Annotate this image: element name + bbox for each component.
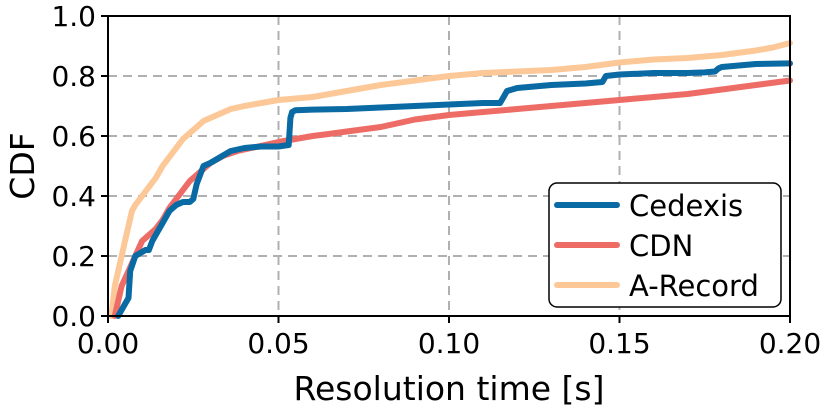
legend-label: CDN — [629, 229, 693, 263]
legend-box — [548, 182, 782, 308]
x-tick-label: 0.05 — [247, 327, 309, 360]
y-tick-label: 0.8 — [51, 60, 96, 93]
x-tick-label: 0.00 — [77, 327, 139, 360]
series-line-a-record — [108, 40, 793, 319]
x-tick-label: 0.10 — [418, 327, 480, 360]
grid-lines — [108, 16, 790, 316]
x-axis-label: Resolution time [s] — [294, 369, 605, 408]
x-tick-label: 0.15 — [588, 327, 650, 360]
axis-ticks: 0.00 0.05 0.10 0.15 0.20 0.0 0.2 0.4 0.6 0.8 1.0 — [51, 0, 821, 360]
x-tick-label: 0.20 — [759, 327, 821, 360]
y-tick-label: 0.4 — [51, 180, 96, 213]
legend-label: A-Record — [629, 269, 759, 303]
y-axis-label: CDF — [3, 132, 42, 199]
series-lines — [108, 40, 793, 319]
y-tick-label: 0.0 — [51, 300, 96, 333]
y-tick-label: 0.6 — [51, 120, 96, 153]
y-tick-label: 0.2 — [51, 240, 96, 273]
y-tick-label: 1.0 — [51, 0, 96, 33]
legend: Cedexis CDN A-Record — [548, 182, 782, 308]
series-line-cedexis — [115, 60, 793, 319]
legend-label: Cedexis — [629, 189, 743, 223]
